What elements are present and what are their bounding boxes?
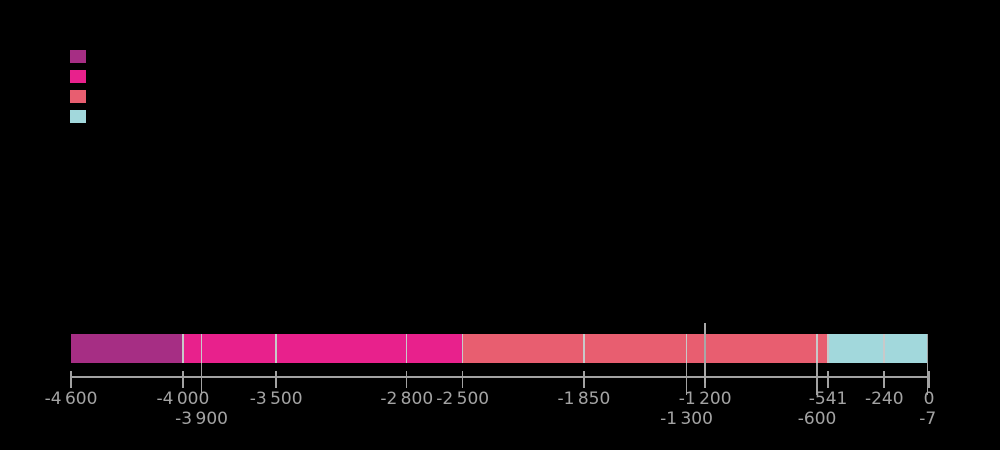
segment-divider [685, 334, 688, 363]
bar-segment [276, 334, 407, 363]
legend-swatch-purple [70, 50, 86, 63]
segment-divider [182, 334, 184, 363]
segment-divider [883, 334, 885, 363]
tick-label: -1 200 [678, 389, 732, 409]
segment-divider [200, 334, 203, 363]
bar-segment [406, 334, 463, 363]
bar-segment [828, 334, 885, 363]
axis-tick [70, 371, 72, 388]
bar-segment [884, 334, 928, 363]
axis-tick [685, 363, 688, 395]
tick-label: -2 800 [380, 389, 434, 409]
segment-divider [405, 334, 408, 363]
tick-label: -4 600 [44, 389, 98, 409]
bar-segment [583, 334, 687, 363]
bar-segment [462, 334, 584, 363]
axis-tick [883, 371, 885, 388]
legend-swatch-red [70, 90, 86, 103]
axis-tick [928, 371, 930, 388]
tick-label: -541 [808, 389, 848, 409]
tick-label: -2 500 [436, 389, 490, 409]
axis-tick [827, 371, 829, 388]
axis-tick [275, 371, 277, 388]
axis-line [71, 376, 929, 378]
tick-label: -1 850 [557, 389, 611, 409]
axis-tick [461, 371, 464, 388]
event-marker-line [704, 323, 707, 383]
bar-segment [686, 334, 706, 363]
segment-divider [827, 334, 829, 363]
tick-label: -7 [919, 409, 937, 429]
axis-tick [405, 371, 408, 388]
axis-tick [583, 371, 585, 388]
segment-divider [583, 334, 585, 363]
segment-divider [275, 334, 277, 363]
tick-label: -600 [797, 409, 837, 429]
bar-segment [201, 334, 277, 363]
axis-tick [200, 363, 203, 395]
segment-divider [461, 334, 464, 363]
segment-divider [816, 334, 818, 363]
tick-label: -1 300 [660, 409, 713, 429]
tick-label: -3 900 [175, 409, 228, 429]
tick-label: -240 [864, 389, 904, 409]
bar-segment [71, 334, 183, 363]
tick-label: -3 500 [249, 389, 303, 409]
tick-label: -4 000 [156, 389, 210, 409]
tick-label: 0 [923, 389, 935, 409]
axis-tick [926, 334, 929, 395]
axis-tick [182, 371, 184, 388]
legend-swatch-pink [70, 70, 86, 83]
bar-segment [182, 334, 202, 363]
axis-tick [816, 363, 818, 395]
bar-segment [705, 334, 818, 363]
legend-swatch-cyan [70, 110, 86, 123]
bar-segment [817, 334, 829, 363]
